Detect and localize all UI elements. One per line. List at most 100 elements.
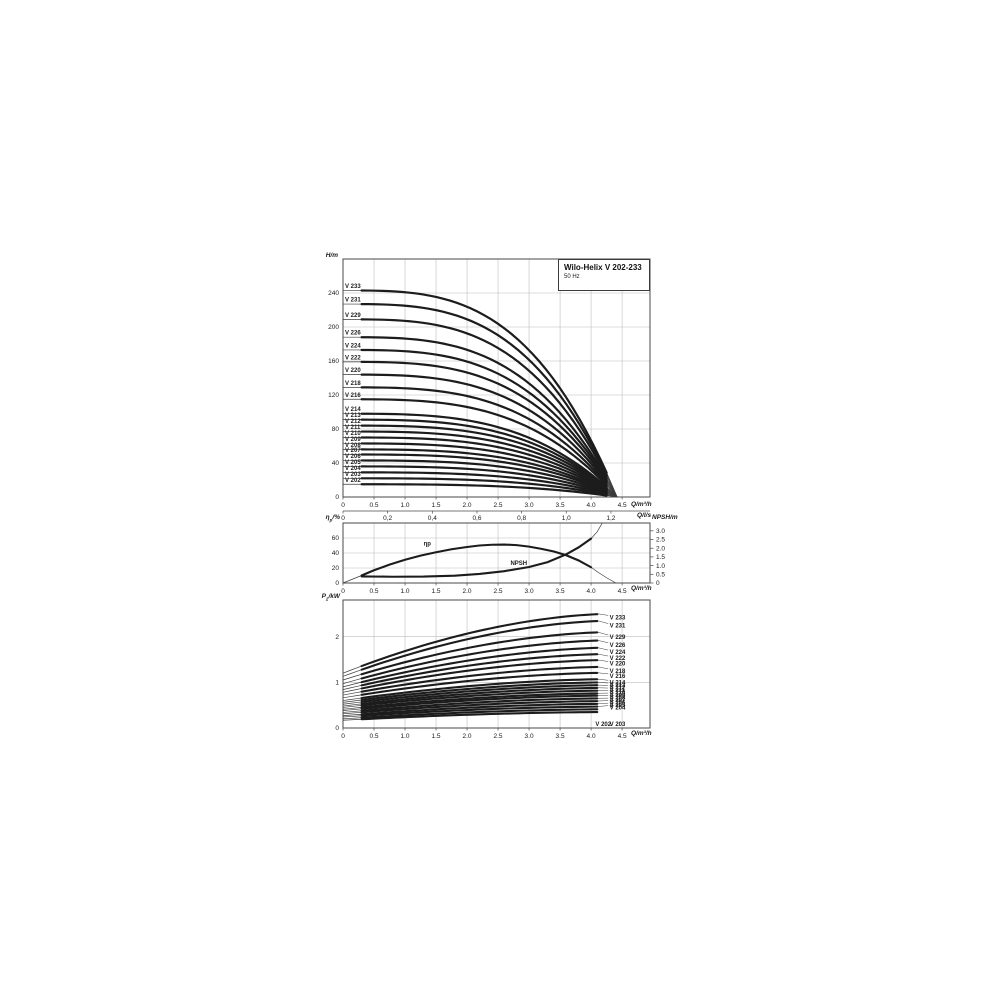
- curve-label-V-226: V 226: [345, 331, 361, 337]
- power-label-V-207: V 207: [610, 698, 626, 704]
- title-box: Wilo-Helix V 202-233 50 Hz: [558, 259, 650, 291]
- tick-label: 2.0: [463, 733, 472, 740]
- tick-label: 2.5: [494, 733, 503, 740]
- power-curve-V-205-leader: [597, 702, 609, 705]
- power-curve-V-218-leader: [597, 666, 609, 670]
- curve-eta: [360, 543, 593, 577]
- curve-label-V-210: V 210: [345, 431, 361, 437]
- power-label-V-216: V 216: [610, 674, 626, 680]
- curve-eta-label: ηp: [424, 542, 432, 548]
- power-curve-V-222-leader: [597, 653, 609, 657]
- tick-label: 2.5: [494, 502, 503, 509]
- tick-label: 1.0: [656, 563, 665, 570]
- power-label-V-202: V 202: [595, 722, 611, 728]
- power-label-V-233: V 233: [610, 615, 626, 621]
- tick-label: 4.5: [618, 733, 627, 740]
- curve-label-V-213: V 213: [345, 413, 361, 419]
- power-curve-V-229: [360, 631, 599, 676]
- chart-subtitle: 50 Hz: [564, 274, 580, 280]
- power-curve-V-204: [360, 705, 599, 717]
- tick-label: 160: [328, 358, 339, 365]
- curve-V-224: [360, 348, 608, 481]
- power-curve-V-210: [360, 689, 599, 707]
- tick-label: 40: [332, 550, 340, 557]
- power-y-axis-title: P2/kW: [294, 593, 340, 603]
- tick-label: 1.5: [656, 554, 665, 561]
- curve-V-233: [360, 289, 608, 474]
- npsh-y-axis-title: NPSH/m: [652, 514, 678, 521]
- tick-label: 1,2: [606, 515, 615, 522]
- tick-label: 0: [335, 580, 339, 587]
- head-y-axis-title: H/m: [325, 252, 338, 259]
- power-chart-svg: 0 0.5 1.0 1.5 2.0 2.5 3.0 3.5 4.0 4.5 0 1 2 V 233 V 23…: [335, 599, 651, 740]
- curve-V-202: [360, 483, 608, 497]
- power-curve-V-202: [360, 711, 599, 721]
- power-curve-V-218: [360, 665, 599, 693]
- power-curve-V-231-leader: [597, 620, 609, 624]
- tick-label: 0.5: [369, 588, 378, 595]
- tick-label: 1.5: [432, 588, 441, 595]
- tick-label: 0,6: [472, 515, 481, 522]
- power-curve-V-213-leader: [597, 682, 609, 684]
- curve-label-V-214: V 214: [345, 407, 361, 413]
- tick-label: 4.0: [587, 588, 596, 595]
- power-curve-V-204-leader: [597, 705, 609, 707]
- curve-V-231: [360, 302, 608, 476]
- tick-label: 0.5: [369, 502, 378, 509]
- power-symbol: P: [321, 593, 326, 600]
- curve-V-207: [360, 453, 608, 494]
- eta-symbol: η: [325, 514, 330, 521]
- curve-V-211: [360, 430, 608, 491]
- power-curve-V-214-leader: [597, 678, 609, 681]
- power-curve-V-231: [360, 619, 599, 671]
- power-curve-V-212: [360, 684, 599, 703]
- tick-label: 3.0: [525, 733, 534, 740]
- tick-label: 2.0: [656, 545, 665, 552]
- plot-border: [342, 258, 651, 498]
- tick-label: 3.0: [525, 588, 534, 595]
- tick-label: 0: [656, 580, 660, 587]
- tick-label: 4.0: [587, 733, 596, 740]
- tick-label: 1.0: [400, 588, 409, 595]
- power-label-V-204: V 204: [610, 706, 626, 712]
- tick-label: 3.5: [556, 502, 565, 509]
- eta-unit: /%: [332, 514, 340, 521]
- power-label-V-214: V 214: [610, 680, 626, 686]
- power-curve-V-216: [360, 671, 599, 696]
- tick-label: 0: [341, 588, 345, 595]
- tick-label: 0,4: [428, 515, 437, 522]
- tick-label: 4.5: [618, 588, 627, 595]
- curve-npsh: [360, 537, 593, 578]
- curve-label-V-216: V 216: [345, 393, 361, 399]
- curve-label-V-202: V 202: [345, 478, 361, 484]
- efficiency-npsh-chart-svg: 0 0.5 1.0 1.5 2.0 2.5 3.0 3.5 4.0 4.5020406000.51…: [332, 522, 665, 595]
- power-curve-V-213: [360, 681, 599, 702]
- power-curve-V-220: [360, 659, 599, 690]
- power-label-V-231: V 231: [610, 624, 626, 630]
- power-label-V-213: V 213: [610, 683, 626, 689]
- power-label-V-224: V 224: [610, 650, 626, 656]
- tick-label: 1,0: [562, 515, 571, 522]
- eta-subscript: p: [329, 517, 333, 523]
- power-label-V-203: V 203: [610, 722, 626, 728]
- tick-label: 1.5: [432, 733, 441, 740]
- power-label-V-209: V 209: [610, 693, 626, 699]
- tick-label: 4.0: [587, 502, 596, 509]
- power-unit: /kW: [328, 593, 340, 600]
- curve-V-214: [360, 412, 608, 489]
- power-curve-V-205: [360, 702, 599, 716]
- power-curve-V-203: [360, 708, 599, 719]
- curve-label-V-207: V 207: [345, 448, 361, 454]
- curve-V-222: [360, 360, 608, 483]
- curve-label-V-209: V 209: [345, 437, 361, 443]
- tick-label: 200: [328, 324, 339, 331]
- power-curve-V-233-leader: [597, 613, 609, 616]
- curve-label-V-205: V 205: [345, 460, 361, 466]
- power-label-V-208: V 208: [610, 696, 626, 702]
- curve-V-226: [360, 336, 608, 480]
- power-curve-V-229-leader: [597, 631, 609, 636]
- tick-label: 0: [341, 733, 345, 740]
- curve-V-229: [360, 318, 608, 478]
- curve-V-204: [360, 471, 608, 496]
